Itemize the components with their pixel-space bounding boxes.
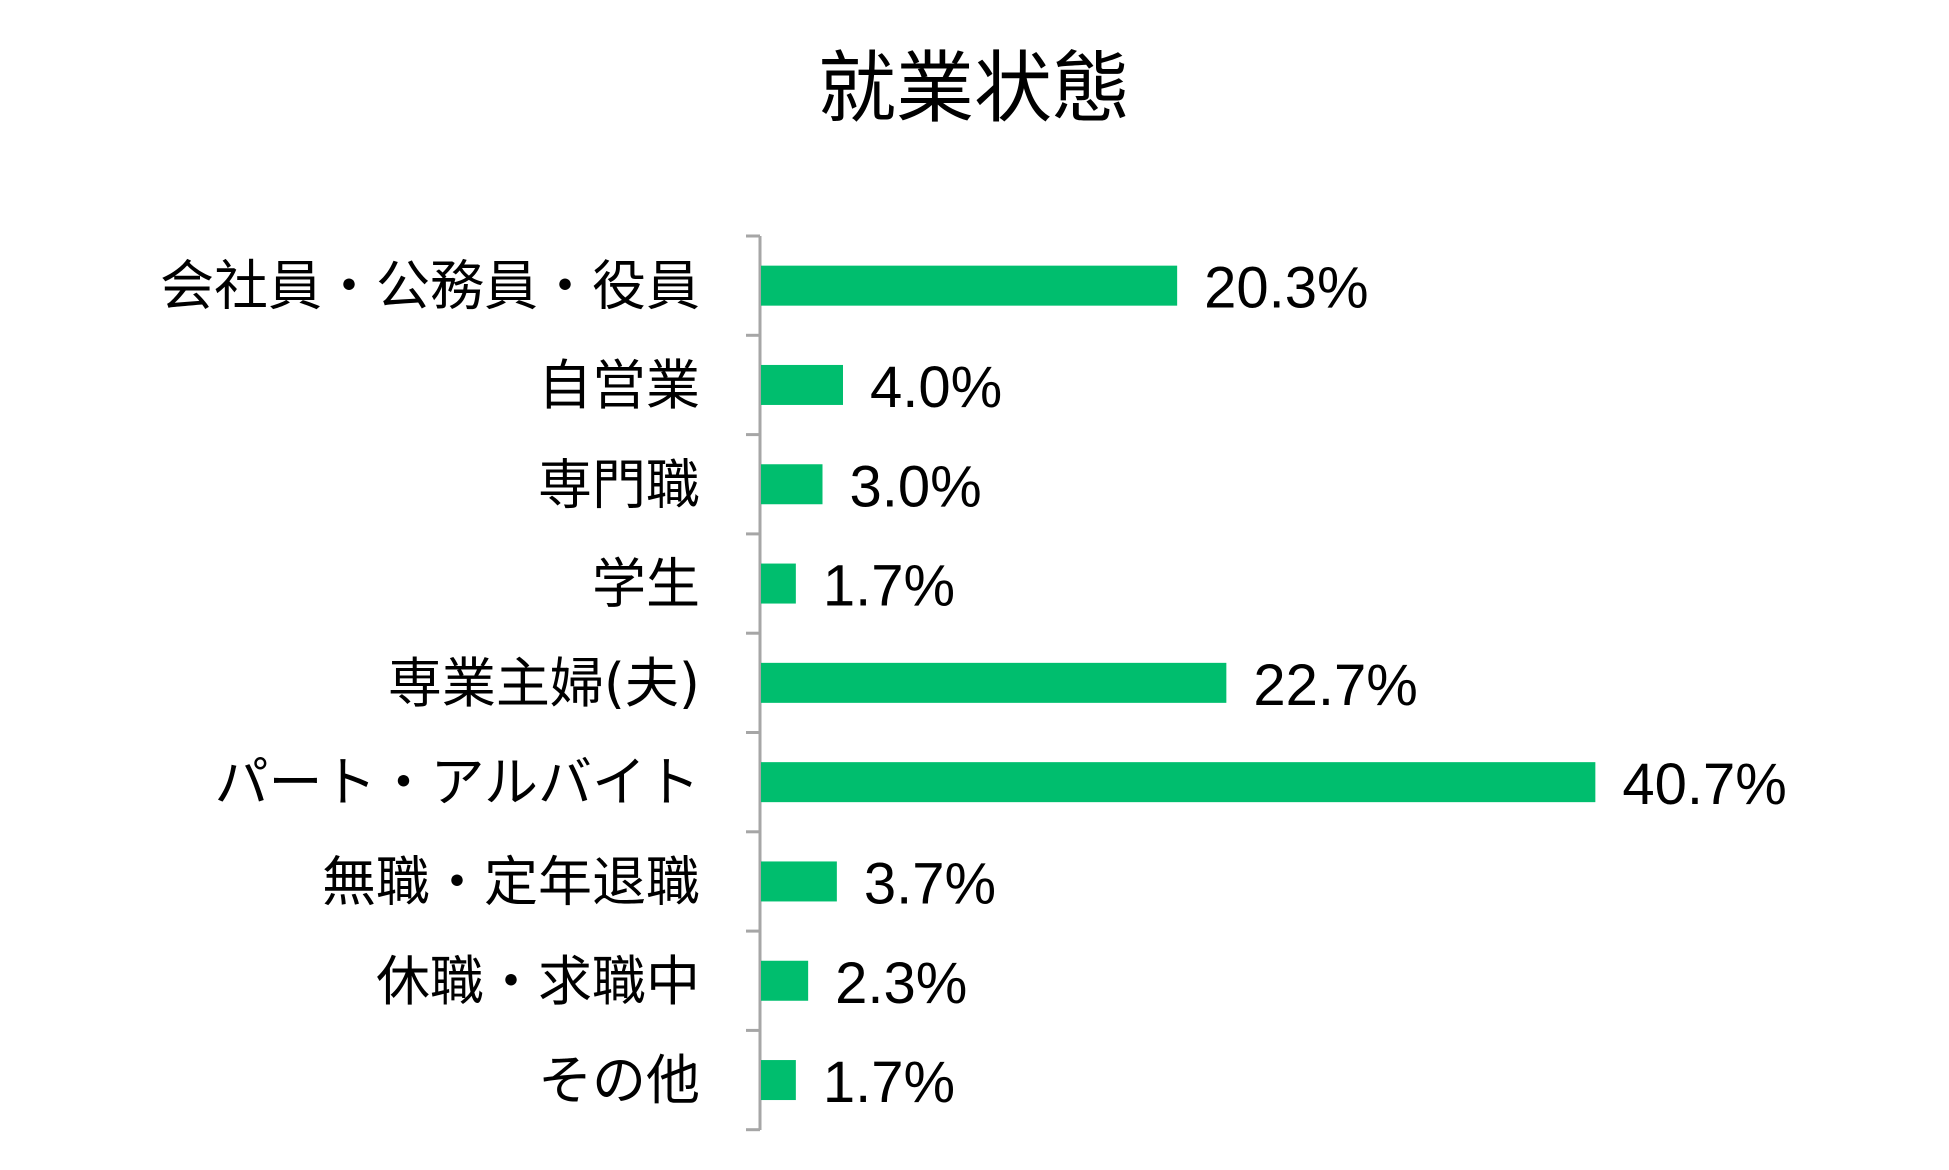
- value-label: 2.3%: [835, 951, 967, 1016]
- category-axis-ticks: [746, 234, 760, 1132]
- chart-title: 就業状態: [818, 44, 1130, 134]
- bar: [761, 563, 796, 604]
- category-label: 休職・求職中: [376, 950, 700, 1013]
- value-label: 4.0%: [870, 355, 1002, 420]
- value-label: 3.7%: [864, 851, 996, 916]
- value-label: 20.3%: [1204, 256, 1368, 321]
- value-label: 1.7%: [823, 1050, 955, 1115]
- bar: [761, 762, 1596, 803]
- value-labels: 20.3% 4.0% 3.0% 1.7% 22.7% 40.7% 3.7% 2.3% 1.7%: [823, 256, 1787, 1115]
- category-label: 専業主婦(夫): [388, 652, 700, 715]
- category-label: 学生: [592, 553, 700, 616]
- bar: [761, 1060, 796, 1101]
- category-label: パート・アルバイト: [215, 751, 700, 814]
- bar: [761, 265, 1178, 306]
- bar: [761, 960, 809, 1001]
- category-label: 専門職: [538, 453, 700, 516]
- value-label: 3.0%: [850, 454, 982, 519]
- value-label: 40.7%: [1622, 752, 1786, 817]
- category-label: その他: [538, 1049, 700, 1112]
- value-label: 22.7%: [1253, 653, 1417, 718]
- category-label: 会社員・公務員・役員: [160, 255, 700, 318]
- bar: [761, 662, 1227, 703]
- category-label: 自営業: [538, 354, 700, 417]
- bar: [761, 861, 837, 902]
- bar-series: [761, 265, 1596, 1101]
- bar: [761, 464, 823, 505]
- value-label: 1.7%: [823, 554, 955, 619]
- bar: [761, 364, 843, 405]
- category-label: 無職・定年退職: [322, 850, 700, 913]
